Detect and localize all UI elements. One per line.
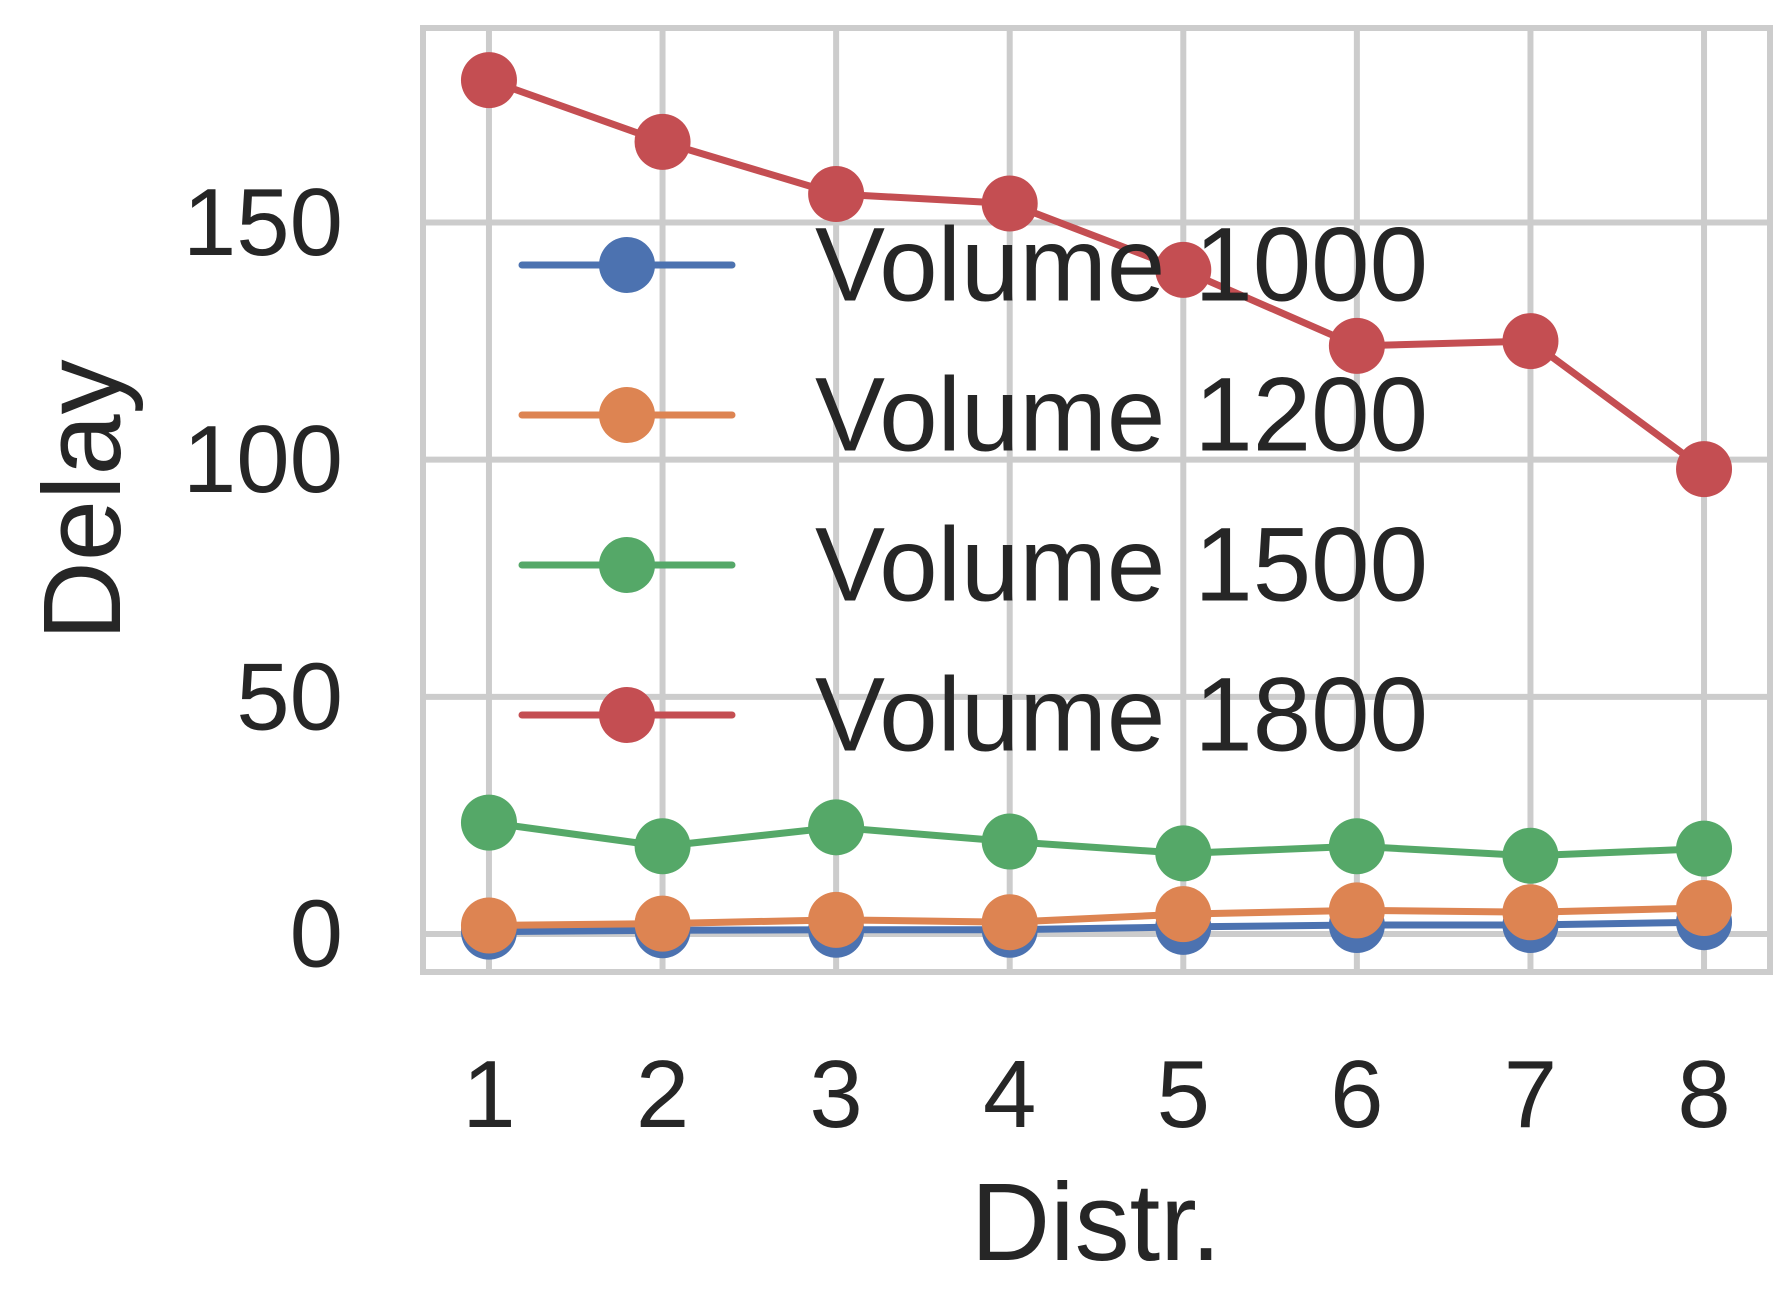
data-point	[1676, 820, 1733, 877]
plot-area	[423, 28, 1770, 972]
data-point	[981, 813, 1038, 870]
data-point	[634, 895, 691, 952]
legend-label: Volume 1000	[815, 207, 1428, 324]
data-point	[460, 52, 517, 109]
x-axis-ticks: 1 2 3 4 5 6 7 8	[462, 1041, 1730, 1148]
legend-entry: Volume 1500	[518, 507, 1428, 624]
legend-entry: Volume 1200	[518, 357, 1428, 474]
series-4	[460, 52, 1733, 498]
series-2	[460, 879, 1733, 954]
legend-marker	[599, 537, 655, 593]
series-line	[488, 904, 1705, 930]
series-line	[488, 819, 1705, 860]
x-tick-label: 5	[1157, 1041, 1210, 1148]
x-tick-label: 3	[809, 1041, 862, 1148]
legend-marker	[599, 237, 655, 293]
data-point	[808, 166, 865, 223]
data-point	[1155, 241, 1212, 298]
x-tick-label: 6	[1330, 1041, 1383, 1148]
data-point	[1328, 882, 1385, 939]
data-point	[460, 897, 517, 954]
x-tick-label: 7	[1504, 1041, 1557, 1148]
x-tick-label: 4	[983, 1041, 1036, 1148]
y-axis-label: Delay	[21, 359, 144, 640]
series-3	[460, 794, 1733, 884]
data-point	[1155, 825, 1212, 882]
legend-entry: Volume 1000	[518, 207, 1428, 324]
legend-label: Volume 1800	[815, 657, 1428, 774]
x-tick-label: 8	[1677, 1041, 1730, 1148]
y-tick-label: 0	[290, 881, 343, 988]
plot-frame	[420, 25, 1773, 975]
legend-entry: Volume 1800	[518, 657, 1428, 774]
data-point	[460, 794, 517, 851]
series-layer	[460, 52, 1733, 960]
y-tick-label: 50	[236, 643, 343, 750]
data-point	[1328, 818, 1385, 875]
data-point	[1676, 441, 1733, 498]
x-tick-label: 2	[636, 1041, 689, 1148]
data-point	[1328, 317, 1385, 374]
data-point	[1155, 886, 1212, 943]
y-tick-label: 150	[183, 169, 343, 276]
data-point	[634, 113, 691, 170]
data-point	[1676, 879, 1733, 936]
data-point	[634, 818, 691, 875]
x-tick-label: 1	[462, 1041, 515, 1148]
data-point	[1502, 313, 1559, 370]
data-point	[981, 894, 1038, 951]
x-axis-label: Distr.	[971, 1161, 1222, 1284]
y-axis-ticks: 0 50 100 150	[183, 169, 343, 988]
series-line	[488, 918, 1705, 936]
data-point	[1502, 884, 1559, 941]
legend-label: Volume 1200	[815, 357, 1428, 474]
data-point	[981, 175, 1038, 232]
y-tick-label: 100	[183, 406, 343, 513]
legend-label: Volume 1500	[815, 507, 1428, 624]
legend: Volume 1000 Volume 1200 Volume 1500 Volume …	[518, 207, 1428, 774]
data-point	[808, 799, 865, 856]
data-point	[1502, 827, 1559, 884]
legend-marker	[599, 387, 655, 443]
data-point	[808, 891, 865, 948]
series-line	[487, 76, 1707, 472]
legend-marker	[599, 687, 655, 743]
